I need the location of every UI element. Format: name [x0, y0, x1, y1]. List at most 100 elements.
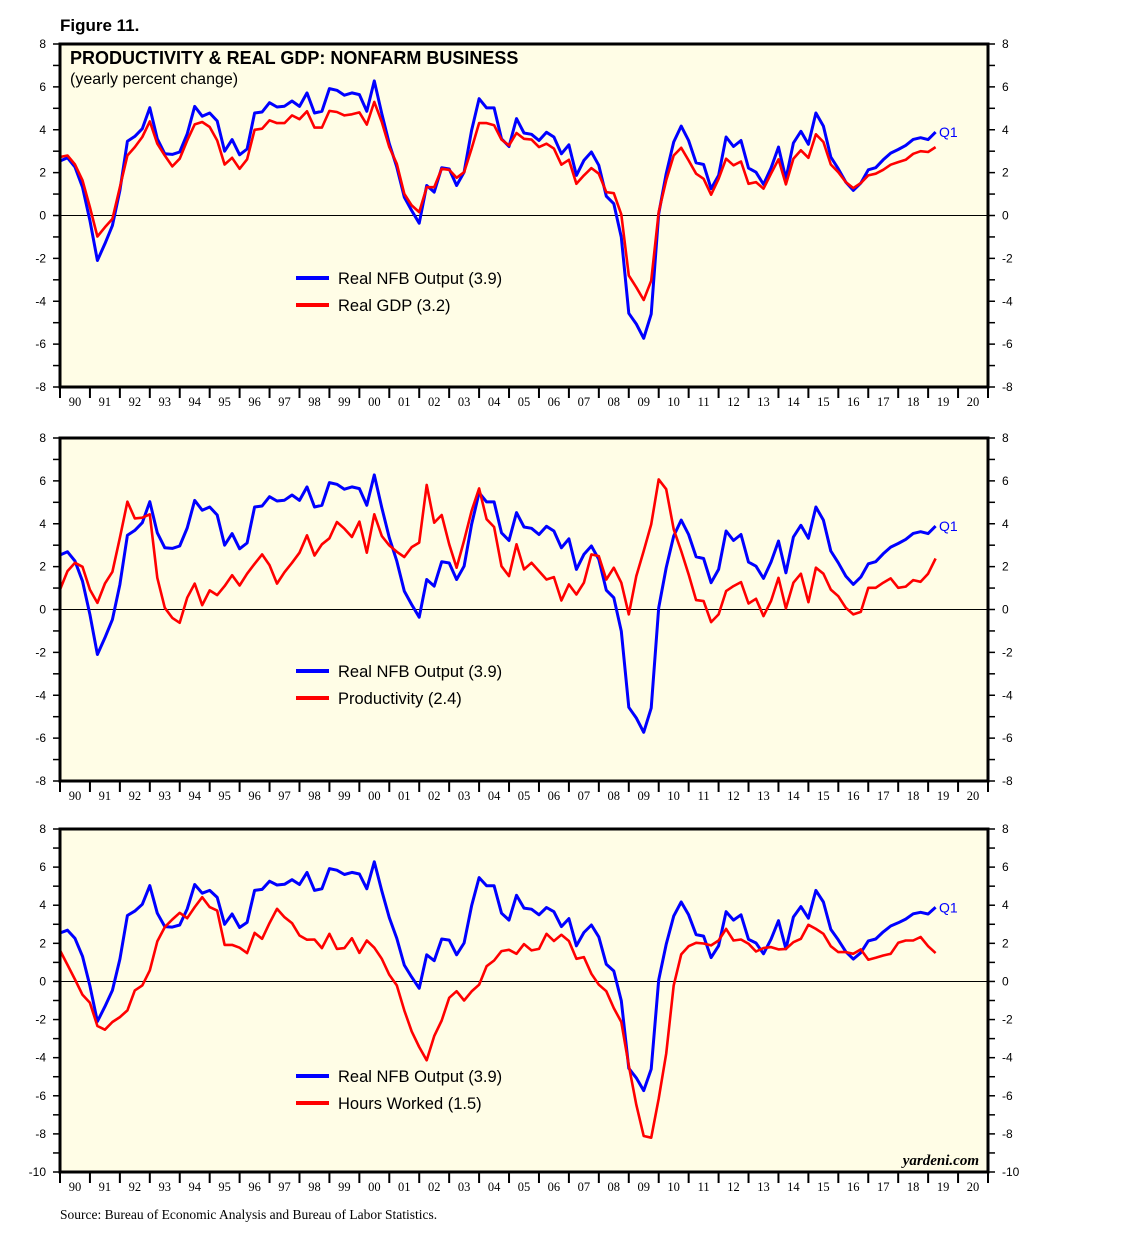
y-tick-label-right: 0: [1002, 603, 1009, 617]
y-tick-label-right: 4: [1002, 123, 1009, 137]
series-line-real-gdp: [59, 100, 937, 302]
x-tick-label: 02: [428, 395, 441, 409]
plot-frame: [58, 42, 990, 389]
end-quarter-label: Q1: [939, 899, 958, 915]
x-tick-label: 95: [218, 789, 231, 803]
x-tick-label: 02: [428, 789, 441, 803]
legend-label: Real NFB Output (3.9): [338, 270, 502, 288]
y-tick-label-right: 2: [1002, 560, 1009, 574]
y-tick-label-right: 0: [1002, 209, 1009, 223]
end-quarter-label: Q1: [939, 124, 958, 140]
x-tick-label: 17: [877, 1180, 890, 1194]
x-tick-label: 15: [817, 395, 830, 409]
x-tick-label: 19: [937, 395, 950, 409]
x-tick-label: 06: [548, 789, 561, 803]
y-tick-label-left: -2: [35, 251, 46, 265]
x-tick-label: 03: [458, 395, 471, 409]
x-tick-label: 90: [69, 789, 82, 803]
x-tick-label: 20: [967, 395, 980, 409]
plot-frame: [58, 827, 990, 1174]
x-tick-label: 18: [907, 789, 920, 803]
x-tick-label: 12: [727, 1180, 740, 1194]
legend-label: Productivity (2.4): [338, 690, 462, 708]
x-tick-label: 08: [608, 789, 621, 803]
x-tick-label: 09: [637, 1180, 650, 1194]
x-tick-label: 97: [278, 395, 291, 409]
y-tick-label-left: 0: [39, 603, 46, 617]
series-line-productivity: [58, 478, 937, 625]
watermark-logo: yardeni.com: [901, 1153, 979, 1169]
plot-area: [60, 829, 988, 1172]
x-tick-label: 99: [338, 1180, 351, 1194]
x-tick-label: 15: [817, 1180, 830, 1194]
y-tick-label-left: 4: [39, 898, 46, 912]
x-tick-label: 18: [907, 395, 920, 409]
x-tick-label: 17: [877, 395, 890, 409]
y-tick-label-right: 8: [1002, 37, 1009, 51]
y-tick-label-right: 8: [1002, 431, 1009, 445]
x-tick-label: 96: [248, 789, 261, 803]
y-tick-label-left: 4: [39, 517, 46, 531]
x-tick-label: 04: [488, 395, 501, 409]
y-tick-label-right: -6: [1002, 337, 1013, 351]
x-tick-label: 00: [368, 789, 381, 803]
x-tick-label: 11: [698, 789, 710, 803]
y-tick-label-right: 2: [1002, 166, 1009, 180]
x-tick-label: 93: [159, 789, 172, 803]
x-tick-label: 02: [428, 1180, 441, 1194]
y-tick-label-right: -8: [1002, 774, 1013, 788]
x-tick-label: 13: [757, 395, 770, 409]
x-tick-label: 13: [757, 1180, 770, 1194]
x-tick-label: 05: [518, 395, 531, 409]
x-tick-label: 99: [338, 395, 351, 409]
x-tick-label: 97: [278, 789, 291, 803]
y-tick-label-left: -2: [35, 1013, 46, 1027]
legend-label: Real NFB Output (3.9): [338, 1068, 502, 1086]
x-tick-label: 07: [578, 789, 591, 803]
x-tick-label: 11: [698, 1180, 710, 1194]
x-tick-label: 10: [667, 395, 680, 409]
x-tick-label: 14: [787, 1180, 800, 1194]
figure-label: Figure 11.: [60, 16, 139, 35]
x-tick-label: 12: [727, 789, 740, 803]
x-tick-label: 96: [248, 395, 261, 409]
legend-label: Real NFB Output (3.9): [338, 663, 502, 681]
y-tick-label-right: -10: [1002, 1165, 1020, 1179]
y-tick-label-left: 2: [39, 936, 46, 950]
y-tick-label-right: 4: [1002, 517, 1009, 531]
x-tick-label: 91: [99, 789, 112, 803]
x-tick-label: 09: [637, 789, 650, 803]
x-tick-label: 92: [129, 395, 142, 409]
x-tick-label: 91: [99, 1180, 112, 1194]
series-line-hours-worked: [58, 895, 937, 1139]
y-tick-label-left: -6: [35, 731, 46, 745]
y-tick-label-right: 6: [1002, 474, 1009, 488]
y-tick-label-left: 0: [39, 209, 46, 223]
x-tick-label: 95: [218, 395, 231, 409]
y-tick-label-left: 6: [39, 80, 46, 94]
y-tick-label-right: 0: [1002, 974, 1009, 988]
x-tick-label: 01: [398, 1180, 411, 1194]
y-tick-label-right: 6: [1002, 80, 1009, 94]
y-tick-label-right: 8: [1002, 822, 1009, 836]
x-tick-label: 92: [129, 789, 142, 803]
y-tick-label-left: -8: [35, 774, 46, 788]
series-line-real-nfb-output: [59, 79, 937, 340]
x-tick-label: 06: [548, 395, 561, 409]
series-line-real-nfb-output: [59, 860, 937, 1093]
x-tick-label: 05: [518, 789, 531, 803]
x-tick-label: 94: [188, 395, 201, 409]
x-tick-label: 08: [608, 1180, 621, 1194]
x-tick-label: 10: [667, 789, 680, 803]
y-tick-label-left: 4: [39, 123, 46, 137]
x-tick-label: 08: [608, 395, 621, 409]
legend-label: Real GDP (3.2): [338, 297, 451, 315]
x-tick-label: 05: [518, 1180, 531, 1194]
x-tick-label: 01: [398, 789, 411, 803]
x-tick-label: 19: [937, 789, 950, 803]
x-tick-label: 90: [69, 1180, 82, 1194]
x-tick-label: 12: [727, 395, 740, 409]
x-tick-label: 92: [129, 1180, 142, 1194]
